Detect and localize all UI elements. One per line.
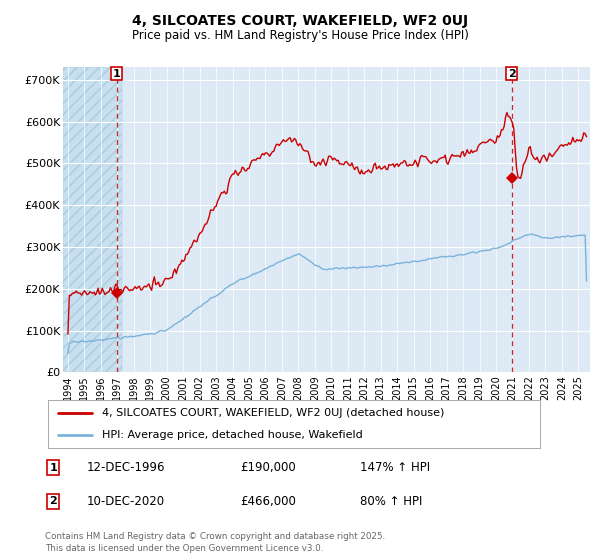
Text: 10-DEC-2020: 10-DEC-2020 — [87, 494, 165, 508]
Text: £190,000: £190,000 — [240, 461, 296, 474]
Text: Price paid vs. HM Land Registry's House Price Index (HPI): Price paid vs. HM Land Registry's House … — [131, 29, 469, 42]
Text: 2: 2 — [49, 496, 57, 506]
Text: 4, SILCOATES COURT, WAKEFIELD, WF2 0UJ (detached house): 4, SILCOATES COURT, WAKEFIELD, WF2 0UJ (… — [102, 408, 445, 418]
Text: 147% ↑ HPI: 147% ↑ HPI — [360, 461, 430, 474]
Bar — [63, 67, 122, 372]
Text: 12-DEC-1996: 12-DEC-1996 — [87, 461, 166, 474]
Text: 1: 1 — [113, 69, 121, 79]
Text: HPI: Average price, detached house, Wakefield: HPI: Average price, detached house, Wake… — [102, 430, 363, 440]
Text: 80% ↑ HPI: 80% ↑ HPI — [360, 494, 422, 508]
Text: 1: 1 — [49, 463, 57, 473]
Text: 4, SILCOATES COURT, WAKEFIELD, WF2 0UJ: 4, SILCOATES COURT, WAKEFIELD, WF2 0UJ — [132, 14, 468, 28]
Text: Contains HM Land Registry data © Crown copyright and database right 2025.
This d: Contains HM Land Registry data © Crown c… — [45, 532, 385, 553]
Text: 2: 2 — [508, 69, 515, 79]
Text: £466,000: £466,000 — [240, 494, 296, 508]
